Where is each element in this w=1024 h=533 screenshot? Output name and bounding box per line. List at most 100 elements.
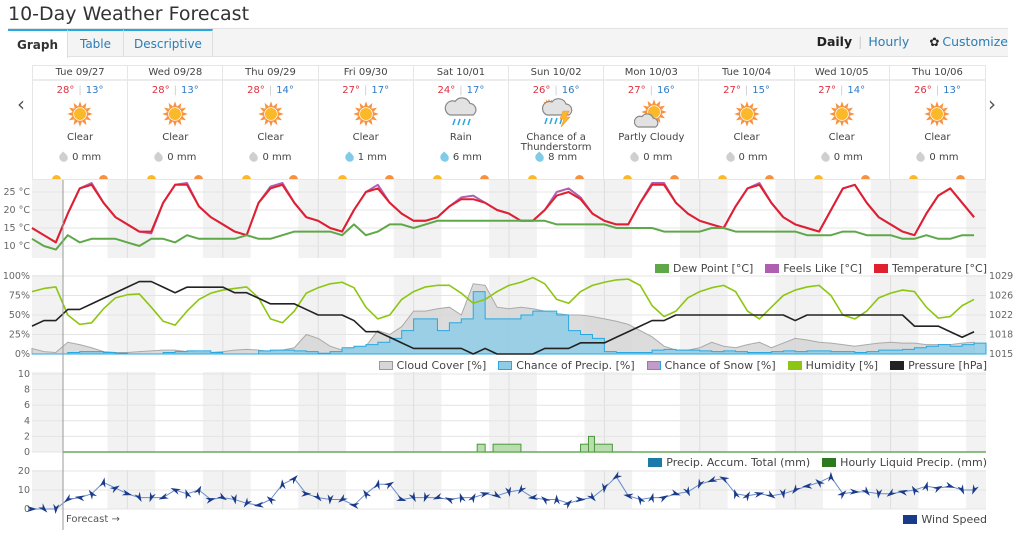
tab-descriptive[interactable]: Descriptive [124, 29, 213, 57]
wind-direction-marker [149, 491, 156, 503]
day-column: Sat 10/01 24° | 17° Rain 6 mm [413, 66, 510, 179]
page-title: 10-Day Weather Forecast [8, 3, 250, 25]
raindrop-icon [533, 151, 546, 164]
legend-label: Precip. Accum. Total (mm) [666, 456, 811, 469]
day-precip: 0 mm [223, 151, 317, 164]
tab-table[interactable]: Table [68, 29, 124, 57]
clear-weather-icon [699, 97, 793, 131]
high-temp: 28° [56, 85, 75, 96]
low-temp: 13° [180, 85, 199, 96]
legend-item[interactable]: Temperature [°C] [874, 262, 987, 275]
wind-direction-marker [541, 496, 551, 506]
low-temp: 15° [752, 85, 770, 96]
gear-icon[interactable]: ✿ [929, 34, 940, 49]
night-band [870, 372, 919, 452]
sunrise-icon [432, 175, 442, 179]
wind-direction-marker [327, 494, 334, 505]
next-arrow-icon[interactable]: › [988, 92, 996, 116]
legend-item[interactable]: Dew Point [°C] [654, 262, 753, 275]
raindrop-icon [819, 151, 832, 164]
day-column: Thu 10/06 26° | 13° Clear 0 mm [889, 66, 986, 179]
legend-item[interactable]: Wind Speed [903, 513, 987, 526]
divider: | [459, 85, 463, 96]
sunset-icon [479, 175, 489, 179]
day-temps: 26° | 13° [890, 85, 985, 97]
night-band [298, 180, 347, 258]
y-tick-label: 8 [24, 385, 30, 396]
wind-speed-line [32, 476, 975, 510]
customize-link[interactable]: Customize [942, 34, 1008, 49]
legend-item[interactable]: Pressure [hPa] [890, 359, 987, 372]
wind-direction-marker [279, 479, 286, 490]
divider: | [935, 85, 940, 96]
wind-direction-marker [957, 484, 965, 495]
low-temp: 16° [657, 85, 675, 96]
thunderstorm-weather-icon [509, 97, 603, 131]
day-date: Sun 10/02 [509, 66, 604, 81]
day-column: Wed 10/05 27° | 14° Clear 0 mm [794, 66, 890, 179]
legend-item[interactable]: Hourly Liquid Precip. (mm) [822, 456, 987, 469]
wind-direction-marker [491, 490, 502, 499]
day-date: Wed 10/05 [794, 66, 889, 81]
legend-item[interactable]: Chance of Precip. [%] [498, 359, 635, 372]
wind-direction-marker [876, 488, 883, 499]
wind-direction-marker [88, 489, 97, 500]
y-tick-label: 10 [18, 485, 30, 496]
divider: | [554, 85, 558, 96]
legend-item[interactable]: Feels Like [°C] [765, 262, 862, 275]
raindrop-icon [914, 151, 927, 164]
hourly-link[interactable]: Hourly [868, 34, 910, 49]
legend-item[interactable]: Precip. Accum. Total (mm) [648, 456, 810, 469]
night-band [870, 180, 919, 258]
sunset-icon [860, 175, 870, 179]
legend-swatch [646, 361, 661, 370]
legend-swatch [654, 264, 669, 273]
day-column: Thu 09/29 28° | 14° Clear 0 mm [223, 66, 319, 179]
legend-label: Cloud Cover [%] [396, 359, 487, 372]
legend-item[interactable]: Cloud Cover [%] [378, 359, 487, 372]
wind-direction-marker [170, 487, 181, 495]
clear-weather-icon [33, 97, 127, 131]
legend-swatch [874, 264, 889, 273]
wind-direction-marker [121, 489, 133, 496]
day-temps: 27° | 16° [604, 85, 698, 97]
day-precip: 0 mm [890, 151, 985, 164]
day-precip: 0 mm [128, 151, 222, 164]
y-tick-label: 20 [18, 466, 30, 477]
wind-direction-marker [63, 494, 74, 503]
forecast-marker-label: Forecast → [66, 514, 120, 525]
day-temps: 27° | 17° [319, 85, 413, 97]
wind-direction-marker [423, 491, 431, 503]
high-temp: 27° [627, 85, 646, 96]
wind-direction-marker [623, 493, 634, 500]
night-band [966, 180, 986, 258]
temperature-line [31, 183, 975, 244]
pressure-line [31, 280, 975, 355]
wind-direction-marker [479, 492, 491, 498]
y-tick-label: 100% [3, 271, 30, 282]
sunset-icon [194, 175, 204, 179]
raindrop-icon [438, 151, 451, 164]
precip-amount: 1 mm [357, 152, 387, 163]
daily-link[interactable]: Daily [816, 34, 853, 49]
tab-graph[interactable]: Graph [8, 29, 68, 58]
night-band [966, 372, 986, 452]
sunset-icon [289, 175, 299, 179]
legend-item[interactable]: Chance of Snow [%] [646, 359, 776, 372]
legend-precip: Precip. Accum. Total (mm) Hourly Liquid P… [648, 456, 987, 469]
legend-swatch [648, 458, 663, 467]
previous-arrow-icon[interactable]: ‹ [17, 92, 25, 116]
y-tick-label: 4 [24, 416, 30, 427]
night-band [775, 372, 824, 452]
y-tick-label: 0 [24, 447, 30, 458]
day-column: Mon 10/03 27° | 16° Partly Cloudy 0 mm [604, 66, 700, 179]
day-condition: Clear [257, 132, 284, 143]
wind-direction-marker [373, 479, 380, 490]
rain-weather-icon [414, 97, 508, 131]
high-temp: 28° [247, 85, 265, 96]
legend-item[interactable]: Humidity [%] [787, 359, 878, 372]
y-tick-label: 15 °C [4, 223, 31, 234]
y-tick-label: 2 [24, 431, 30, 442]
wind-direction-marker [837, 490, 847, 500]
